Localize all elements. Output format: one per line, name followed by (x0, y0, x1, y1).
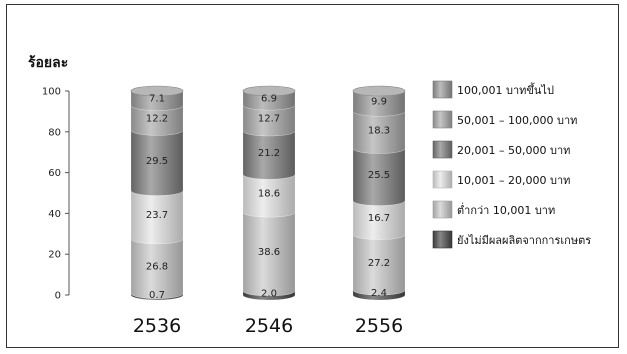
category-labels: 2536 2546 2556 (133, 315, 403, 337)
data-label: 7.1 (149, 94, 165, 105)
bars: 0.7 26.8 23.7 29.5 12.2 7.1 2.0 38.6 18.6 21.2 12.… (130, 85, 406, 301)
y-axis-label: ร้อยละ (28, 55, 68, 71)
stacked-cylinder-chart: ร้อยละ 0 20 40 60 80 100 0.7 26.8 23.7 29.5 12.2 7… (28, 55, 591, 337)
category-label: 2536 (133, 315, 181, 337)
category-label: 2546 (245, 315, 293, 337)
data-label: 16.7 (368, 213, 390, 224)
bar-stack-2536: 0.7 26.8 23.7 29.5 12.2 7.1 (130, 85, 184, 301)
legend-entry: ยังไม่มีผลผลิตจากการเกษตร (457, 234, 591, 247)
bar-stack-2556: 2.4 27.2 16.7 25.5 18.3 9.9 (352, 85, 406, 301)
data-label: 25.5 (368, 170, 390, 181)
y-tick-label: 20 (48, 250, 61, 261)
data-label: 18.6 (258, 189, 280, 200)
bar-top-cap (130, 85, 184, 97)
y-tick-label: 100 (42, 87, 61, 98)
y-tick-label: 0 (55, 291, 61, 302)
y-axis: 0 20 40 60 80 100 (42, 87, 70, 302)
legend-entry: 20,001 – 50,000 บาท (457, 144, 570, 157)
data-label: 0.7 (149, 290, 165, 301)
legend-swatch (432, 200, 453, 219)
y-tick-label: 80 (48, 127, 61, 138)
legend-swatch (432, 140, 453, 159)
legend: 100,001 บาทขึ้นไป 50,001 – 100,000 บาท 20,… (432, 80, 591, 249)
data-label: 29.5 (146, 156, 168, 167)
bar-top-cap (242, 85, 296, 97)
y-tick-label: 40 (48, 209, 61, 220)
legend-swatch (432, 80, 453, 99)
data-label: 18.3 (368, 125, 390, 136)
category-label: 2556 (355, 315, 403, 337)
data-label: 12.2 (146, 113, 168, 124)
data-label: 12.7 (258, 114, 280, 125)
legend-entry: 50,001 – 100,000 บาท (457, 114, 577, 127)
data-label: 27.2 (368, 258, 390, 269)
legend-entry: 10,001 – 20,000 บาท (457, 174, 570, 187)
data-label: 9.9 (371, 97, 387, 108)
data-label: 38.6 (258, 247, 280, 258)
data-label: 23.7 (146, 210, 168, 221)
chart-frame: ร้อยละ 0 20 40 60 80 100 0.7 26.8 23.7 29.5 12.2 7… (6, 4, 619, 348)
bar-top-cap (352, 85, 406, 97)
data-label: 6.9 (261, 94, 277, 105)
data-label: 2.0 (261, 288, 277, 299)
legend-entry: 100,001 บาทขึ้นไป (457, 82, 554, 97)
bar-stack-2546: 2.0 38.6 18.6 21.2 12.7 6.9 (242, 85, 296, 301)
legend-swatch (432, 170, 453, 189)
y-tick-label: 60 (48, 168, 61, 179)
data-label: 21.2 (258, 148, 280, 159)
legend-swatch (432, 230, 453, 249)
data-label: 2.4 (371, 288, 387, 299)
legend-entry: ต่ำกว่า 10,001 บาท (457, 202, 555, 217)
data-label: 26.8 (146, 262, 168, 273)
legend-swatch (432, 110, 453, 129)
